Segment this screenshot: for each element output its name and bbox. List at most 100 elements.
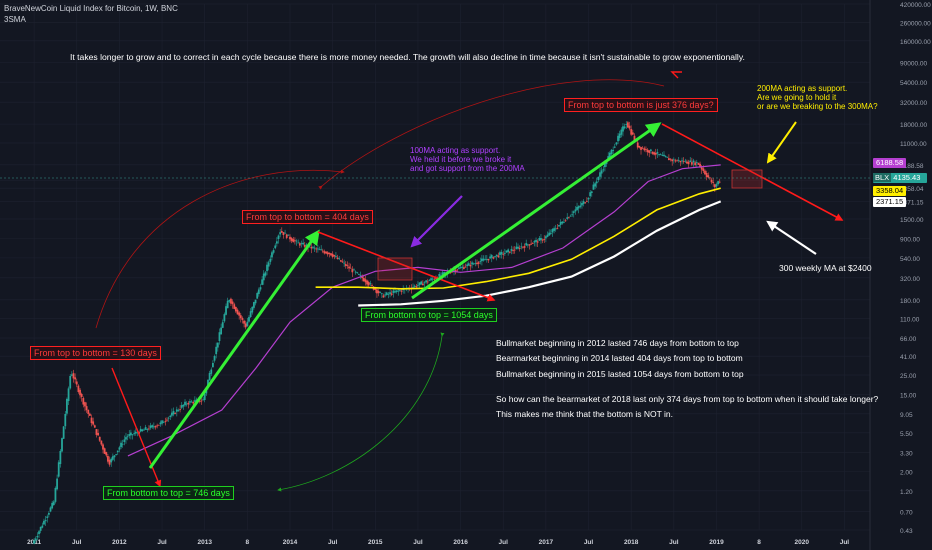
x-tick-label: Jul [584,539,594,546]
candle-body [125,437,127,440]
y-axis-labels: 420000.00 260000.00 160000.00 90000.00 54000… [900,2,931,535]
candle-body [333,255,336,257]
candle-body [517,246,519,249]
ma200-note-line: Are we going to hold it [757,93,837,103]
candle-body [277,235,280,239]
candle-body [428,280,431,282]
candle-body [389,292,391,294]
summary-line-3: Bullmarket beginning in 2015 lasted 1054… [496,369,744,379]
candle-body [441,272,444,276]
label-bottom-top-1054: From bottom to top = 1054 days [361,308,497,323]
candle-body [528,244,531,246]
candle-body [669,158,672,160]
candle-body [718,181,721,183]
candle-body [361,276,364,279]
candle-body [349,267,352,269]
candle-body [571,214,574,216]
candle-body [223,314,226,322]
y-tick-label: 0.70 [900,509,913,516]
candles [33,120,721,545]
candle-body [259,287,262,290]
candle-body [513,249,516,251]
moving-averages [127,164,722,457]
candle-body [318,249,321,251]
ma100-note-line: and got support from the 200MA [410,164,525,174]
label-bottom-top-746: From bottom to top = 746 days [103,486,234,501]
candle-body [487,258,490,261]
x-tick-label: 2020 [795,539,810,546]
candle-body [653,152,656,155]
candle-body [185,403,188,405]
candle-body [495,254,498,257]
x-tick-label: 2016 [453,539,468,546]
candle-body [684,160,687,162]
candle-body [663,154,665,157]
candle-body [630,129,633,135]
candle-body [453,269,455,271]
candle-body [159,422,162,425]
candle-body [261,279,264,285]
candle-body [105,452,108,456]
y-tick-label: 260000.00 [900,20,931,27]
candle-body [321,250,324,252]
candle-body [646,149,649,153]
candle-body [110,458,113,463]
candle-body [595,181,598,184]
candle-body [107,455,109,462]
candle-body [121,443,124,445]
candle-body [51,502,54,509]
candle-body [93,425,96,428]
candle-body [90,417,93,424]
candle-body [364,279,367,283]
x-tick-label: 2015 [368,539,383,546]
candle-body [633,135,636,141]
candle-body [585,200,588,202]
candle-body [507,249,510,253]
y-tick-label: 54000.00 [900,80,927,87]
x-tick-label: Jul [413,539,423,546]
candle-body [476,262,478,264]
candle-body [471,262,473,265]
candle-body [569,215,572,217]
candle-body [563,221,565,223]
y-tick-label: 3.30 [900,450,913,457]
candle-body [128,434,131,436]
candle-body [123,439,126,443]
candle-body [417,285,419,286]
candle-body [274,245,277,249]
ma100-note: 100MA acting as support. We held it befo… [410,146,525,174]
candle-body [144,427,147,430]
candle-body [118,447,121,450]
candle-body [456,269,459,271]
candle-body [74,377,77,380]
ma200-price-tag: 3358.04 [873,186,907,196]
candle-body [54,487,57,502]
consolidation-box-2018 [731,169,763,189]
candle-body [661,155,664,156]
candle-body [339,260,342,262]
candle-body [612,149,615,151]
candle-body [36,536,39,538]
y-tick-label: 41.00 [900,354,917,361]
candle-body [704,170,706,175]
candle-body [543,238,546,240]
candle-body [566,217,569,219]
candle-body [508,251,511,253]
candle-body [681,160,683,162]
x-tick-label: 2014 [283,539,298,546]
candle-body [262,273,265,281]
candle-body [166,419,168,421]
candle-body [523,246,526,248]
candle-body [605,161,608,164]
candle-body [671,159,674,162]
candle-body [413,285,416,287]
candle-body [52,501,55,506]
candle-body [136,432,139,434]
candle-body [400,290,403,292]
candle-body [689,160,692,162]
candle-body [461,266,464,268]
candle-body [626,122,629,128]
candle-body [597,176,600,181]
headline-annotation: It takes longer to grow and to correct i… [70,52,745,62]
candle-body [564,220,567,222]
